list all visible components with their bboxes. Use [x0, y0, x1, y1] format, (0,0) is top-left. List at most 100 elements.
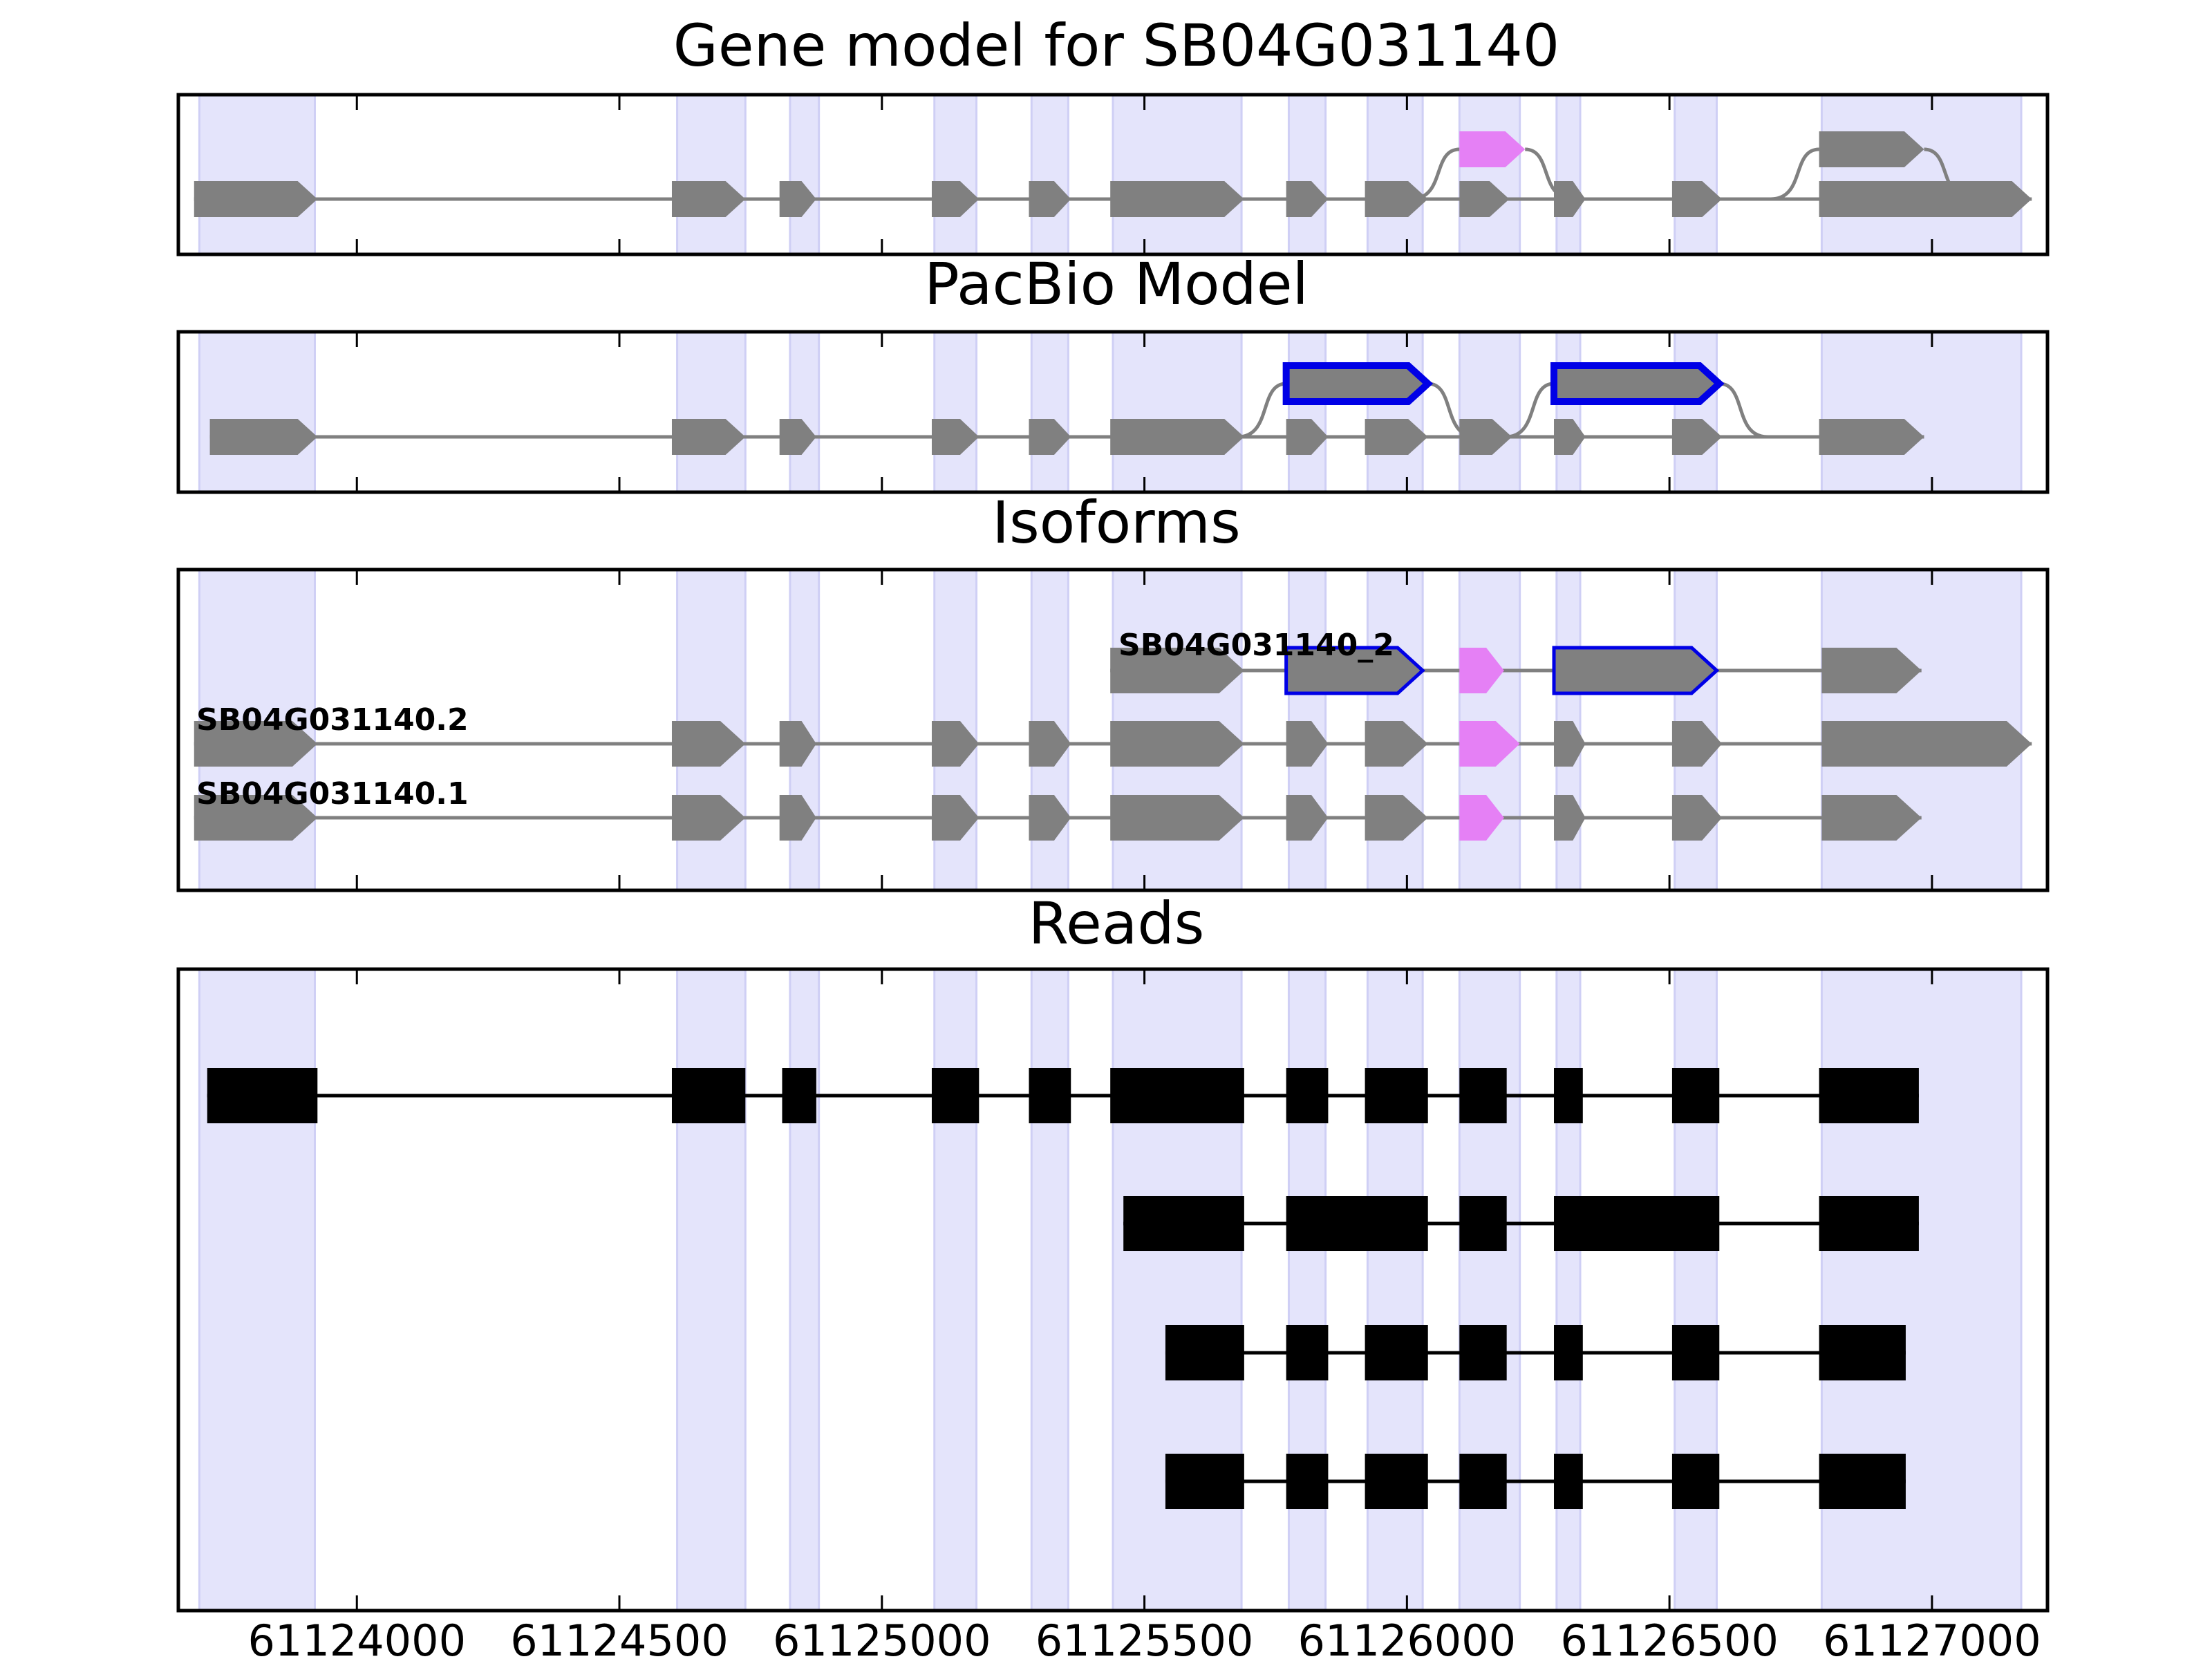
exon [1029, 181, 1071, 217]
exon [1671, 721, 1723, 767]
exon [1821, 795, 1922, 841]
exon [1286, 419, 1329, 455]
isoform-label-0: SB04G031140_2 [1118, 628, 1394, 663]
highlight-band [676, 968, 747, 1612]
highlight-band [933, 93, 978, 256]
highlight-band [1287, 330, 1327, 494]
novel-exon [1550, 362, 1725, 405]
x-tick-label: 61124500 [510, 1615, 729, 1659]
exon [1554, 795, 1586, 841]
exon [1286, 721, 1329, 767]
novel-exon [1284, 646, 1425, 695]
x-tick-label: 61126500 [1560, 1615, 1779, 1659]
highlight-band [1458, 330, 1521, 494]
read-block [1554, 1325, 1583, 1380]
highlight-band [1030, 330, 1069, 494]
exon [194, 721, 318, 767]
highlight-band [1287, 968, 1327, 1612]
read-block [1286, 1325, 1329, 1380]
exon [209, 419, 318, 455]
x-tick-label: 61124000 [247, 1615, 466, 1659]
exon [1671, 795, 1723, 841]
alt-exon [1459, 721, 1520, 767]
exon [1029, 419, 1071, 455]
exon [1286, 181, 1329, 217]
exon [671, 419, 746, 455]
panel-reads [176, 967, 2050, 1613]
novel-exon [1552, 646, 1720, 695]
read-block [1459, 1068, 1507, 1123]
highlight-band [1030, 93, 1069, 256]
highlight-band [933, 330, 978, 494]
read-block [1365, 1454, 1428, 1509]
exon [1110, 419, 1244, 455]
exon [931, 795, 980, 841]
exon [1459, 419, 1512, 455]
read-block [671, 1068, 746, 1123]
alt-exon [1459, 648, 1504, 693]
exon [1110, 721, 1244, 767]
read-block [1671, 1454, 1720, 1509]
exon [779, 419, 816, 455]
highlight-band [1555, 93, 1582, 256]
highlight-band [1458, 93, 1521, 256]
highlight-band [1820, 330, 2023, 494]
read-block [207, 1068, 318, 1123]
highlight-band [198, 93, 316, 256]
panel-frame [176, 568, 2050, 892]
highlight-band [1112, 330, 1243, 494]
exon [1459, 181, 1510, 217]
read-block [1286, 1454, 1329, 1509]
isoform-label-1: SB04G031140.2 [196, 702, 469, 738]
novel-exon [1282, 362, 1434, 405]
highlight-band [1555, 968, 1582, 1612]
read-block [1110, 1068, 1244, 1123]
exon [1029, 721, 1071, 767]
read-block [1165, 1325, 1244, 1380]
highlight-band [933, 968, 978, 1612]
splice-connector [1505, 382, 1768, 439]
exon [671, 721, 746, 767]
read-block [1459, 1325, 1507, 1380]
exon [1821, 648, 1922, 693]
exon [671, 795, 746, 841]
exon [779, 795, 816, 841]
exon [1819, 181, 2032, 217]
highlight-band [1674, 330, 1718, 494]
x-tick-label: 61126000 [1298, 1615, 1517, 1659]
highlight-band [676, 330, 747, 494]
highlight-band [1820, 93, 2023, 256]
exon [671, 181, 746, 217]
isoform-label-2: SB04G031140.1 [196, 776, 469, 812]
read-block [1459, 1196, 1507, 1251]
highlight-band [789, 330, 821, 494]
read-block [1029, 1068, 1071, 1123]
read-block [1123, 1196, 1244, 1251]
alt-exon [1459, 131, 1526, 167]
read-block [1819, 1196, 1919, 1251]
panel-frame [176, 967, 2050, 1613]
exon [1671, 181, 1723, 217]
read-block [1554, 1454, 1583, 1509]
highlight-band [1555, 330, 1582, 494]
panel-isoforms [176, 568, 2050, 892]
x-tick-label: 61127000 [1823, 1615, 2041, 1659]
exon [1110, 648, 1244, 693]
read-block [1671, 1068, 1720, 1123]
highlight-band [789, 968, 821, 1612]
read-block [1165, 1454, 1244, 1509]
exon [1671, 419, 1723, 455]
read-block [1819, 1454, 1906, 1509]
highlight-band [1820, 968, 2023, 1612]
panel-gene-model [176, 93, 2050, 256]
read-block [1365, 1325, 1428, 1380]
exon [931, 181, 980, 217]
highlight-band [1287, 93, 1327, 256]
exon [779, 721, 816, 767]
exon [1286, 795, 1329, 841]
highlight-band [1366, 968, 1424, 1612]
exon [779, 181, 816, 217]
read-block [782, 1068, 816, 1123]
highlight-band [1112, 93, 1243, 256]
